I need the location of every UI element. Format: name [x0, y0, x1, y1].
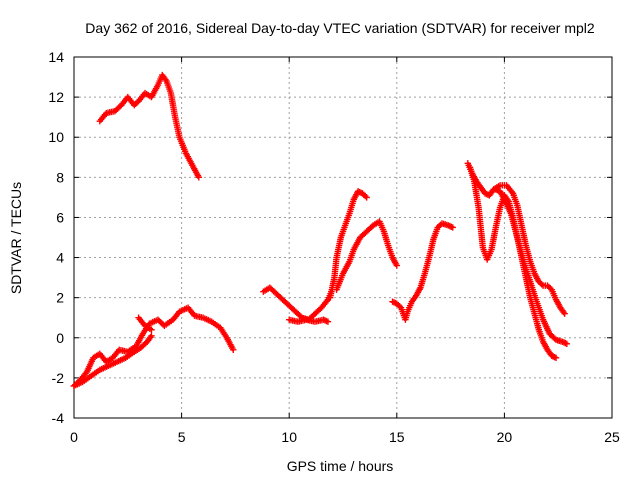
data-point	[561, 310, 568, 317]
y-tick-label: 14	[48, 49, 64, 65]
x-tick-label: 15	[389, 429, 405, 445]
y-tick-label: -2	[52, 370, 65, 386]
y-tick-label: 0	[56, 330, 64, 346]
y-tick-label: 6	[56, 209, 64, 225]
data-point	[363, 194, 370, 201]
series-arc-8	[333, 218, 400, 293]
y-tick-label: 2	[56, 290, 64, 306]
data-point	[230, 346, 237, 354]
series-arc-7	[326, 188, 370, 301]
data-point	[449, 224, 456, 231]
series-arc-6	[286, 316, 332, 325]
series-arc-1	[96, 71, 203, 181]
y-tick-label: 4	[56, 250, 64, 266]
data-points	[70, 71, 571, 390]
data-point	[552, 354, 560, 362]
y-tick-label: -4	[52, 410, 65, 426]
gridlines	[74, 57, 612, 418]
data-point	[148, 332, 155, 339]
data-point	[563, 340, 571, 347]
x-tick-label: 10	[281, 429, 297, 445]
series-arc-2	[70, 304, 237, 390]
chart-title: Day 362 of 2016, Sidereal Day-to-day VTE…	[85, 20, 595, 36]
y-tick-label: 8	[56, 169, 64, 185]
x-axis-label: GPS time / hours	[287, 458, 394, 474]
x-tick-label: 25	[604, 429, 620, 445]
y-tick-label: 10	[48, 129, 64, 145]
series-arc-3	[70, 332, 155, 390]
data-point	[195, 174, 203, 181]
series-arc-12	[492, 186, 571, 347]
x-tick-label: 0	[70, 429, 78, 445]
x-tick-label: 5	[178, 429, 186, 445]
series-arc-4	[135, 314, 155, 333]
plot-frame	[73, 56, 613, 419]
y-axis-label: SDTVAR / TECUs	[8, 182, 24, 294]
data-point	[148, 326, 155, 333]
data-point	[324, 318, 332, 325]
series-arc-9	[389, 220, 456, 323]
x-tick-label: 20	[497, 429, 513, 445]
data-point	[393, 262, 400, 269]
axis-ticks: 0 5 10 15 20 25 -4 -2 0 2 4 6 8 10 12 14	[48, 49, 620, 445]
y-tick-label: 12	[48, 89, 64, 105]
